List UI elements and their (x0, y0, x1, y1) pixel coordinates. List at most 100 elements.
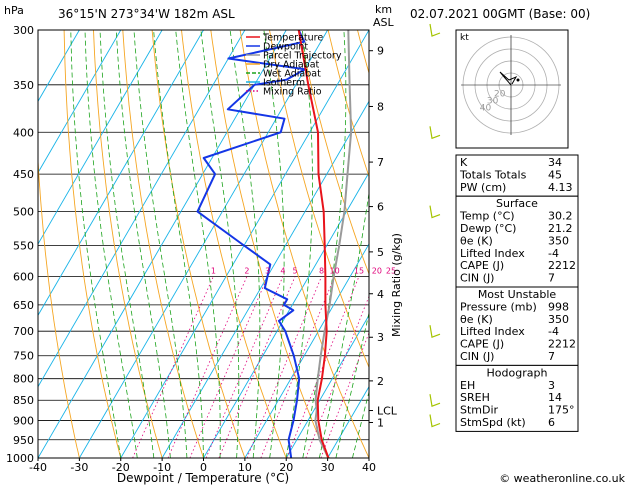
pressure-tick-label: 750 (13, 350, 34, 363)
wet-adiabat-line (200, 30, 240, 458)
table-row-value: 6 (548, 416, 555, 429)
height-tick-label: 8 (377, 100, 384, 113)
temperature-tick-label: -40 (29, 461, 47, 474)
pressure-tick-label: 500 (13, 206, 34, 219)
pressure-axis: 300 350 400 450 500 550 600 650 700 750 800 850 900 9… (6, 24, 34, 465)
hodograph-unit: kt (460, 33, 469, 43)
dry-adiabat-line (122, 30, 204, 458)
height-tick-label: 2 (377, 375, 384, 388)
legend-label: Wet Adiabat (263, 69, 321, 80)
temperature-tick-label: 40 (362, 461, 376, 474)
mixing-ratio-tick-label: 4 (280, 266, 285, 275)
x-axis-label: Dewpoint / Temperature (°C) (117, 471, 289, 485)
profile-lines (196, 30, 353, 458)
height-tick-label: 7 (377, 156, 384, 169)
table-section-title: Surface (496, 197, 538, 210)
wet-adiabat-line (84, 30, 138, 458)
table-row-label: CAPE (J) (460, 338, 504, 351)
pressure-tick-label: 650 (13, 299, 34, 312)
table-row-value: 4.13 (548, 181, 573, 194)
temperature-axis: -40 -30 -20 -10 0 10 20 30 40 (29, 458, 376, 474)
mixing-ratio-labels: 1 2 3 4 5 8 10 15 20 25 (211, 266, 396, 275)
pressure-tick-label: 350 (13, 79, 34, 92)
table-row-label: Lifted Index (460, 325, 525, 338)
legend-label: Dewpoint (263, 42, 308, 53)
isotherm-line (38, 30, 163, 245)
table-box (455, 286, 579, 366)
temperature-tick-label: 0 (200, 461, 207, 474)
height-tick-label: 1 (377, 417, 384, 430)
table-row-value: 350 (548, 234, 569, 247)
temperature-tick-label: -20 (112, 461, 130, 474)
table-row-label: CIN (J) (460, 350, 494, 363)
isotherm-line (38, 30, 287, 458)
mixing-ratio-tick-label: 20 (372, 266, 382, 275)
wet-adiabat-line (229, 30, 261, 458)
table-row-value: 7 (548, 272, 555, 285)
wet-adiabat-line (319, 190, 369, 458)
table-row-value: 30.2 (548, 210, 573, 223)
mixing-ratio-tick-label: 5 (293, 266, 298, 275)
table-row-value: 3 (548, 379, 555, 392)
height-tick-label: 6 (377, 201, 384, 214)
mixing-ratio-axis-label: Mixing Ratio (g/kg) (390, 233, 403, 337)
copyright: © weatheronline.co.uk (499, 472, 625, 485)
wet-adiabat-line (153, 30, 204, 458)
wind-barb (429, 23, 441, 37)
dry-adiabat-line (151, 30, 246, 458)
table-row-label: Pressure (mb) (460, 300, 537, 313)
table-row-label: Dewp (°C) (460, 222, 516, 235)
isotherm-line (244, 243, 369, 458)
pressure-tick-label: 450 (13, 168, 34, 181)
wind-barb (429, 414, 441, 428)
table-row-label: Lifted Index (460, 247, 525, 260)
height-unit-asl: ASL (373, 16, 395, 29)
temperature-tick-label: -10 (153, 461, 171, 474)
wet-adiabat-line (70, 30, 122, 458)
table-row-value: 175° (548, 404, 575, 417)
table-row-value: -4 (548, 325, 559, 338)
legend-label: Temperature (262, 33, 323, 44)
height-tick-label: LCL (377, 405, 398, 418)
hodograph-ring-label: 20 (494, 89, 506, 99)
temperature-series-line (297, 30, 330, 458)
height-unit-km: km (375, 3, 392, 16)
height-tick-label: 3 (377, 331, 384, 344)
dry-adiabat-line (93, 30, 163, 458)
table-box (455, 364, 579, 432)
isotherm-line (285, 314, 369, 458)
mixing-ratio-line (167, 276, 248, 458)
pressure-tick-label: 600 (13, 270, 34, 283)
pressure-tick-label: 900 (13, 415, 34, 428)
hodograph-ring-label: 30 (487, 96, 499, 106)
dry-adiabat-line (592, 30, 629, 458)
table-row-label: EH (460, 379, 475, 392)
table-row-label: K (460, 156, 468, 169)
dry-adiabat-line (269, 30, 369, 369)
legend-label: Dry Adiabat (263, 60, 320, 71)
dry-adiabat-line (181, 30, 287, 458)
wet-adiabat-line (285, 30, 313, 458)
wet-adiabat-line (115, 30, 171, 458)
dry-adiabat-line (210, 30, 329, 458)
wet-adiabat-line (175, 30, 221, 458)
table-row-label: SREH (460, 391, 490, 404)
dry-adiabat-line (63, 30, 122, 458)
table-row-label: Totals Totals (459, 168, 527, 181)
wind-barb (429, 126, 441, 140)
table-row-value: 350 (548, 313, 569, 326)
pressure-tick-label: 800 (13, 373, 34, 386)
mixing-ratio-tick-label: 3 (265, 266, 270, 275)
mixing-ratio-tick-label: 2 (244, 266, 249, 275)
dry-adiabat-line (239, 30, 369, 458)
mixing-ratio-tick-label: 1 (211, 266, 216, 275)
height-tick-label: 4 (377, 288, 384, 301)
parcel-trajectory-series-line (314, 30, 353, 458)
datetime-label: 02.07.2021 00GMT (Base: 00) (410, 7, 590, 21)
table-row-label: CIN (J) (460, 272, 494, 285)
wet-adiabat-line (133, 30, 188, 458)
wind-barb (429, 325, 441, 339)
